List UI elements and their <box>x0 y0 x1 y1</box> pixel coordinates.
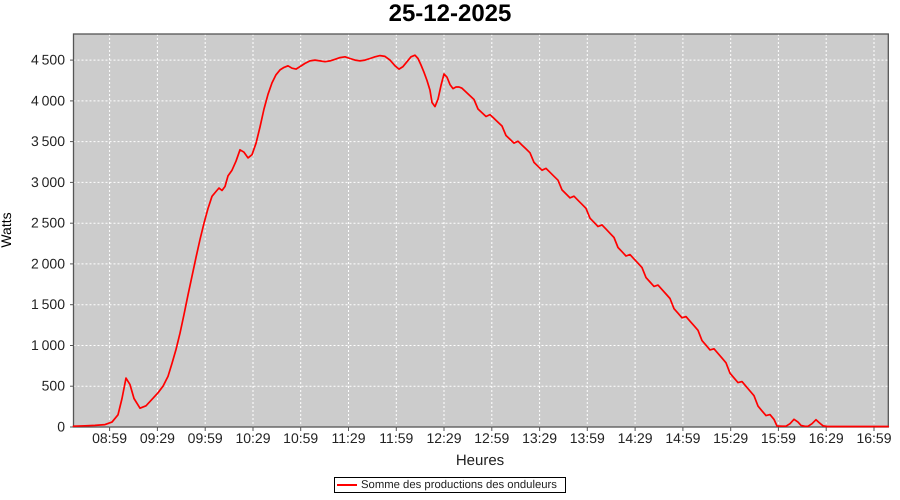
svg-text:16:59: 16:59 <box>856 430 891 446</box>
svg-text:4 500: 4 500 <box>31 52 65 68</box>
svg-text:4 000: 4 000 <box>31 92 65 108</box>
svg-text:09:59: 09:59 <box>188 430 223 446</box>
svg-text:10:59: 10:59 <box>283 430 318 446</box>
svg-text:11:59: 11:59 <box>379 430 413 446</box>
svg-text:2 500: 2 500 <box>31 215 65 231</box>
svg-text:2 000: 2 000 <box>31 255 65 271</box>
svg-text:13:59: 13:59 <box>570 430 605 446</box>
svg-text:14:59: 14:59 <box>665 430 700 446</box>
svg-text:16:29: 16:29 <box>809 430 844 446</box>
svg-text:3 000: 3 000 <box>31 174 65 190</box>
svg-text:1 500: 1 500 <box>31 296 65 312</box>
svg-text:1 000: 1 000 <box>31 337 65 353</box>
svg-text:0: 0 <box>57 419 65 435</box>
svg-text:3 500: 3 500 <box>31 133 65 149</box>
svg-text:15:29: 15:29 <box>713 430 748 446</box>
svg-text:500: 500 <box>42 378 66 394</box>
svg-text:12:59: 12:59 <box>474 430 509 446</box>
svg-text:10:29: 10:29 <box>235 430 270 446</box>
svg-text:15:59: 15:59 <box>761 430 796 446</box>
svg-text:13:29: 13:29 <box>522 430 557 446</box>
svg-text:11:29: 11:29 <box>332 430 366 446</box>
svg-text:09:29: 09:29 <box>140 430 175 446</box>
svg-text:14:29: 14:29 <box>618 430 653 446</box>
svg-text:12:29: 12:29 <box>426 430 461 446</box>
svg-text:08:59: 08:59 <box>92 430 127 446</box>
